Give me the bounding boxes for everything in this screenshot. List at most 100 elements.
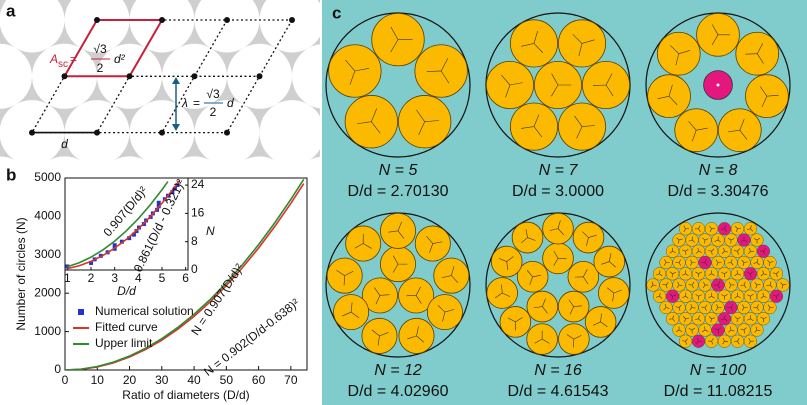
packed-circle (194, 0, 260, 53)
disk-tripod (708, 316, 715, 323)
packing-count: N = 5 (379, 162, 418, 179)
data-point (89, 260, 94, 265)
disk-tripod (721, 247, 728, 254)
lattice-line (31, 19, 98, 133)
packed-circle (0, 43, 32, 109)
disk-tripod (553, 250, 567, 266)
lattice-line (161, 19, 228, 133)
disk-tripod (708, 292, 715, 299)
disk-tripod (721, 271, 728, 278)
lattice-node (29, 129, 35, 136)
disk-tripod (740, 236, 748, 243)
disk-tripod (694, 225, 701, 232)
packing-count: N = 16 (534, 362, 582, 379)
disk-tripod (727, 237, 735, 244)
x-axis-label: D/d (117, 284, 136, 298)
y-tick-label: 2000 (34, 285, 61, 299)
disk-tripod (501, 74, 523, 98)
lattice-line (226, 19, 293, 133)
disk-tripod (669, 271, 676, 278)
x-tick-label: 3 (111, 271, 118, 285)
disk-tripod (701, 259, 708, 266)
y-tick-label: 4000 (34, 209, 61, 223)
disk-tripod (688, 327, 696, 334)
disk-tripod (498, 256, 514, 270)
disk-tripod (392, 255, 408, 273)
series-line (67, 179, 181, 270)
y-tick-label: 5000 (34, 170, 61, 184)
disk-tripod (682, 248, 689, 255)
x-tick-label: 5 (159, 271, 166, 285)
disk-tripod (574, 269, 589, 285)
disk-tripod (521, 114, 543, 138)
y-tick-label: 0 (54, 362, 61, 376)
disk-tripod (390, 26, 413, 53)
data-point (156, 200, 161, 205)
legend-label: Fitted curve (95, 320, 158, 334)
x-tick-label: 10 (91, 373, 105, 387)
packing-count: N = 12 (374, 362, 422, 379)
disk-tripod (740, 327, 747, 334)
disk-tripod (734, 225, 741, 233)
packed-circle (259, 0, 320, 53)
disk-tripod (688, 281, 695, 289)
disk-tripod (780, 282, 787, 289)
area-formula: Asc = (49, 52, 77, 69)
length-label: d (61, 137, 68, 151)
disk-tripod (767, 259, 774, 267)
disk-tripod (695, 294, 702, 300)
disk-tripod (388, 221, 405, 239)
plot-series (65, 179, 181, 270)
disk-tripod (534, 330, 550, 344)
disk-tripod (683, 225, 690, 232)
x-tick-label: 2 (88, 271, 95, 285)
lattice-node (159, 17, 165, 23)
disk-tripod (520, 229, 536, 244)
disk-tripod (374, 287, 390, 305)
core-dot (716, 83, 720, 87)
disk-tripod (682, 270, 689, 276)
disk-tripod (682, 315, 690, 323)
disk-tripod (675, 259, 682, 266)
disk-tripod (549, 220, 565, 235)
disk-tripod (437, 305, 455, 322)
disk-tripod (748, 338, 754, 345)
lattice-node (159, 129, 165, 136)
disk-tripod (689, 259, 696, 266)
x-tick-label: 40 (187, 373, 201, 387)
disk-tripod (662, 282, 669, 289)
disk-tripod (657, 84, 678, 105)
disk-tripod (767, 304, 774, 311)
lattice-node (94, 129, 100, 136)
disk-tripod (688, 121, 708, 142)
disk-tripod (709, 225, 716, 233)
x-tick-label: 1 (64, 271, 71, 285)
disk-tripod (342, 302, 360, 319)
lambda-tail: d (227, 96, 234, 110)
disk-tripod (747, 315, 754, 321)
x-tick-label: 50 (220, 373, 234, 387)
legend-marker (78, 309, 84, 315)
fraction-den: 2 (97, 61, 104, 75)
disk-tripod (702, 237, 709, 244)
packed-circle (309, 156, 320, 160)
packed-circle (114, 156, 145, 160)
disk-tripod (354, 233, 372, 249)
disk-tripod (507, 317, 523, 331)
x-tick-label: 70 (284, 373, 298, 387)
data-point (127, 236, 132, 241)
packing-count: N = 8 (699, 162, 738, 179)
panel-label: b (6, 165, 16, 184)
packed-circle (0, 156, 15, 160)
disk-tripod (760, 292, 767, 299)
data-point (119, 239, 124, 244)
packing-count: N = 7 (539, 162, 579, 179)
disk-tripod (753, 237, 761, 244)
disk-tripod (656, 292, 663, 299)
x-tick-label: 60 (252, 373, 266, 387)
disk-tripod (669, 247, 676, 254)
disk-tripod (721, 315, 728, 322)
legend-label: Upper limit (95, 336, 153, 350)
disk-tripod (745, 43, 764, 64)
